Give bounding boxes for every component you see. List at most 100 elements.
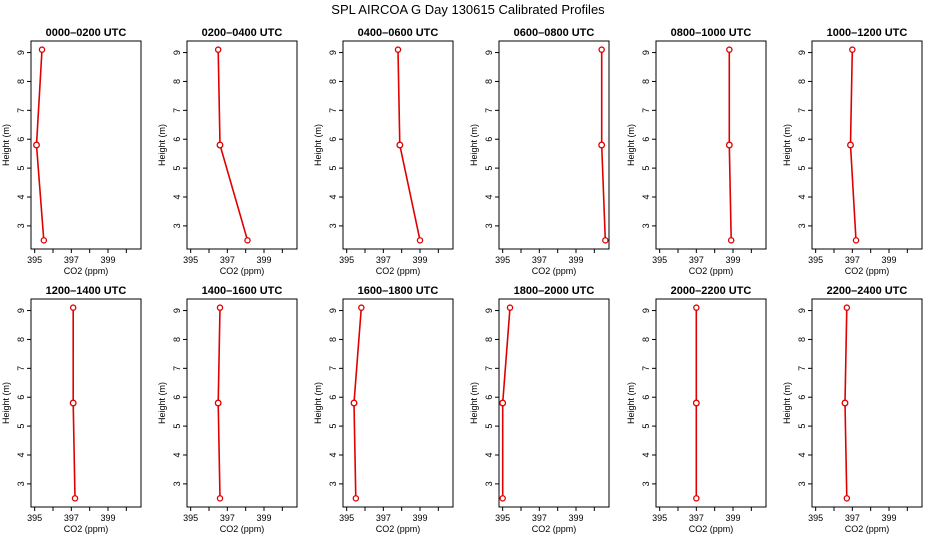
y-tick-label: 3 <box>328 223 338 228</box>
data-point <box>71 495 79 502</box>
y-tick-label: 4 <box>16 194 26 199</box>
data-point <box>598 141 606 149</box>
y-tick-label: 4 <box>484 452 494 457</box>
x-axis-label: CO2 (ppm) <box>64 524 109 534</box>
data-point <box>727 237 735 244</box>
data-point <box>852 237 860 244</box>
x-axis-label: CO2 (ppm) <box>845 524 890 534</box>
x-tick-label: 399 <box>100 255 115 265</box>
x-tick-label: 397 <box>532 255 547 265</box>
x-tick-label: 397 <box>845 513 860 523</box>
y-tick-label: 7 <box>16 108 26 113</box>
plot-frame <box>342 298 454 508</box>
y-tick-label: 6 <box>641 395 651 400</box>
data-point <box>216 141 224 149</box>
y-tick-label: 8 <box>484 337 494 342</box>
y-tick-label: 7 <box>484 108 494 113</box>
y-tick-label: 6 <box>797 395 807 400</box>
y-tick-label: 4 <box>328 452 338 457</box>
x-tick-label: 399 <box>100 513 115 523</box>
panel-7: 1200–1400 UTC 395 397 399 3 4 5 6 7 8 9 CO2 (ppm) He… <box>1 285 142 534</box>
data-point <box>841 399 849 407</box>
x-axis-label: CO2 (ppm) <box>689 266 734 276</box>
y-tick-label: 7 <box>172 366 182 371</box>
x-tick-label: 397 <box>220 255 235 265</box>
y-tick-label: 8 <box>328 79 338 84</box>
data-point <box>244 237 251 244</box>
x-tick-label: 399 <box>256 513 271 523</box>
panel-title: 0200–0400 UTC <box>202 27 283 39</box>
y-tick-label: 9 <box>172 50 182 55</box>
panel-12: 2200–2400 UTC 395 397 399 3 4 5 6 7 8 9 CO2 (ppm) He… <box>782 285 923 534</box>
y-tick-label: 7 <box>16 366 26 371</box>
y-tick-label: 4 <box>641 452 651 457</box>
y-tick-label: 3 <box>484 223 494 228</box>
panel-title: 0000–0200 UTC <box>46 27 127 39</box>
y-tick-label: 9 <box>328 50 338 55</box>
y-tick-label: 3 <box>484 481 494 486</box>
y-tick-label: 6 <box>641 137 651 142</box>
y-axis-label: Height (m) <box>157 382 167 424</box>
y-tick-label: 7 <box>328 108 338 113</box>
y-axis-label: Height (m) <box>157 124 167 166</box>
y-tick-label: 9 <box>641 50 651 55</box>
x-tick-label: 399 <box>412 255 427 265</box>
data-point <box>33 141 40 149</box>
y-tick-label: 9 <box>641 308 651 313</box>
panel-title: 0600–0800 UTC <box>514 27 595 39</box>
y-tick-label: 6 <box>172 137 182 142</box>
y-tick-label: 3 <box>797 481 807 486</box>
y-tick-label: 9 <box>797 50 807 55</box>
y-tick-label: 4 <box>172 194 182 199</box>
y-tick-label: 5 <box>16 424 26 429</box>
x-tick-label: 399 <box>568 255 583 265</box>
x-tick-label: 399 <box>881 513 896 523</box>
data-point <box>847 141 854 149</box>
data-point <box>726 46 733 53</box>
y-tick-label: 8 <box>172 337 182 342</box>
x-axis-label: CO2 (ppm) <box>64 266 109 276</box>
y-tick-label: 3 <box>172 481 182 486</box>
panel-title: 2200–2400 UTC <box>827 285 908 297</box>
plot-frame <box>186 298 298 508</box>
y-axis-label: Height (m) <box>313 124 323 166</box>
plot-frame <box>186 40 298 250</box>
x-tick-label: 395 <box>495 255 510 265</box>
y-axis-label: Height (m) <box>469 382 479 424</box>
x-axis-label: CO2 (ppm) <box>376 524 421 534</box>
data-point <box>358 304 365 311</box>
panel-title: 1400–1600 UTC <box>202 285 283 297</box>
panel-9: 1600–1800 UTC 395 397 399 3 4 5 6 7 8 9 CO2 (ppm) He… <box>313 285 454 534</box>
panel-title: 2000–2200 UTC <box>671 285 752 297</box>
y-tick-label: 6 <box>16 395 26 400</box>
plot-frame <box>342 40 454 250</box>
x-tick-label: 395 <box>339 513 354 523</box>
y-tick-label: 7 <box>641 366 651 371</box>
y-tick-label: 8 <box>641 79 651 84</box>
y-tick-label: 3 <box>16 223 26 228</box>
y-tick-label: 7 <box>641 108 651 113</box>
y-tick-label: 8 <box>641 337 651 342</box>
y-tick-label: 5 <box>328 424 338 429</box>
data-point <box>843 304 851 311</box>
y-tick-label: 3 <box>172 223 182 228</box>
x-tick-label: 395 <box>339 255 354 265</box>
data-point <box>843 495 851 502</box>
x-tick-label: 399 <box>881 255 896 265</box>
x-axis-label: CO2 (ppm) <box>689 524 734 534</box>
x-tick-label: 397 <box>845 255 860 265</box>
data-point <box>216 304 224 311</box>
y-tick-label: 7 <box>797 108 807 113</box>
y-tick-label: 9 <box>797 308 807 313</box>
y-axis-label: Height (m) <box>1 382 11 424</box>
panel-2: 0200–0400 UTC 395 397 399 3 4 5 6 7 8 9 CO2 (ppm) He… <box>157 27 298 276</box>
panel-title: 0400–0600 UTC <box>358 27 439 39</box>
y-axis-label: Height (m) <box>469 124 479 166</box>
plot-frame <box>30 298 142 508</box>
data-point <box>725 141 733 149</box>
y-tick-label: 9 <box>328 308 338 313</box>
y-tick-label: 8 <box>328 337 338 342</box>
data-point <box>499 495 506 502</box>
y-tick-label: 4 <box>484 194 494 199</box>
